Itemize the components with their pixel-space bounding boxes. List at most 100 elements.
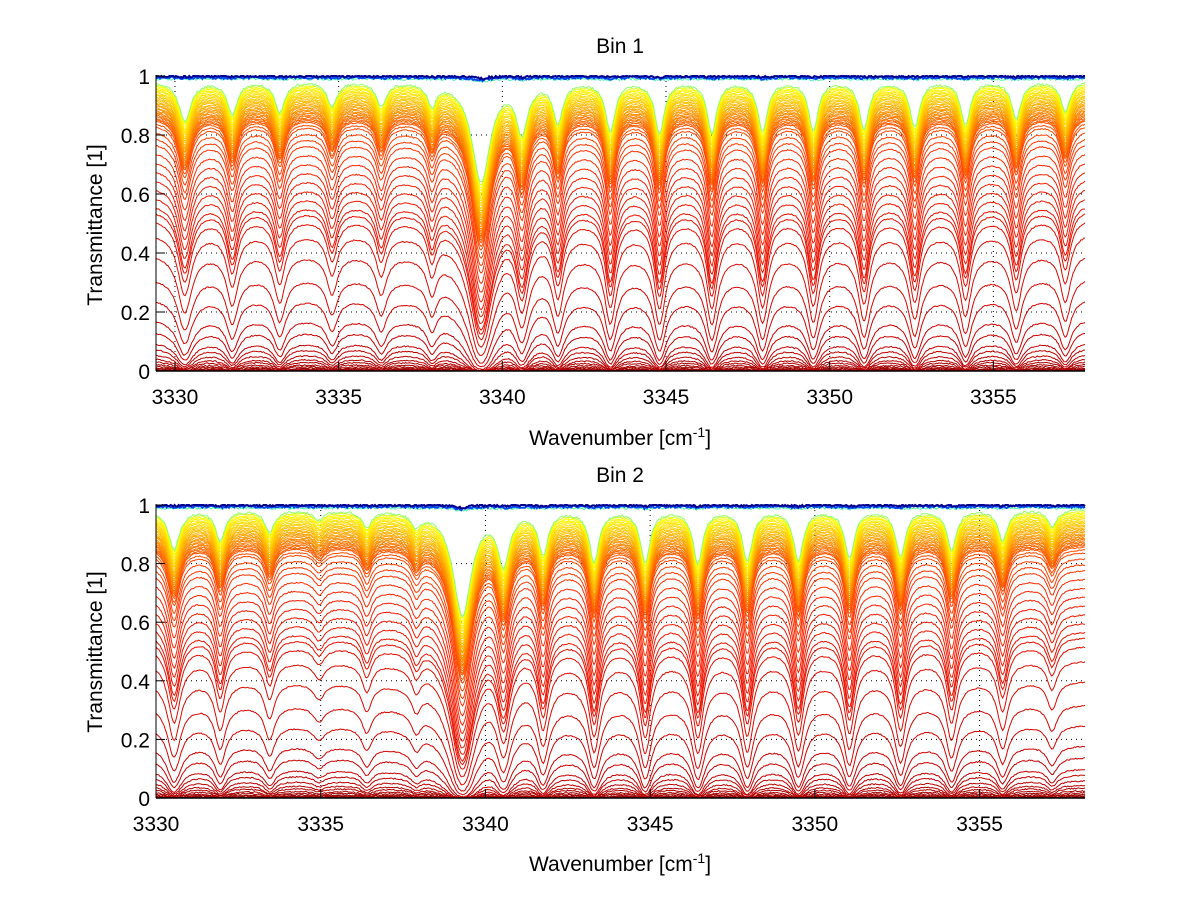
spectrum-line <box>155 111 1086 230</box>
spectrum-line <box>155 534 1086 660</box>
spectrum-line <box>155 513 1086 625</box>
spectrum-line <box>155 704 1086 792</box>
spectrum-line <box>155 518 1086 633</box>
spectrum-line <box>155 637 1086 766</box>
subplot-bin-2: Bin 2 3330 3335 3340 3345 3350 3355 0 0.2 0.4 0.… <box>84 464 1086 876</box>
spectrum-line <box>155 787 1086 799</box>
spectrum-line <box>155 535 1086 662</box>
spectrum-line <box>155 563 1086 700</box>
spectrum-line <box>155 88 1086 195</box>
spectrum-line <box>155 367 1086 372</box>
spectrum-line <box>155 780 1086 799</box>
spectrum-line <box>155 84 1086 187</box>
spectrum-line <box>155 110 1086 228</box>
x-axis-label-suffix: ] <box>705 853 711 876</box>
spectra-series <box>155 503 1086 799</box>
x-tick-label: 3355 <box>956 813 1003 836</box>
spectrum-line <box>155 222 1086 341</box>
y-ticks: 0 0.2 0.4 0.6 0.8 1 <box>121 495 165 811</box>
spectrum-line <box>155 97 1086 210</box>
spectrum-line <box>155 85 1086 189</box>
spectrum-line <box>155 681 1086 786</box>
spectrum-line <box>155 531 1086 654</box>
spectrum-line <box>155 365 1086 372</box>
spectrum-line <box>155 725 1086 796</box>
spectrum-line <box>155 361 1086 372</box>
y-tick-label: 0.6 <box>121 612 150 635</box>
spectrum-line <box>155 543 1086 672</box>
spectrum-line <box>155 105 1086 221</box>
spectrum-line <box>155 623 1086 755</box>
spectra-series <box>155 74 1086 372</box>
spectrum-line <box>155 769 1086 799</box>
spectrum-line <box>155 525 1086 645</box>
spectrum-line <box>155 510 1086 619</box>
spectrum-line <box>155 540 1086 668</box>
spectrum-line <box>155 512 1086 622</box>
spectrum-line <box>156 794 1086 799</box>
spectrum-line <box>155 542 1086 670</box>
spectrum-line <box>155 301 1086 368</box>
spectrum-line <box>155 102 1086 217</box>
spectrum-line <box>155 100 1086 215</box>
spectrum-line <box>155 349 1086 372</box>
spectrum-line <box>155 90 1086 198</box>
x-tick-label: 3335 <box>315 386 362 409</box>
y-axis-label: Transmittance [1] <box>84 571 107 732</box>
x-axis-label: Wavenumber [cm-1] <box>529 424 711 450</box>
chart-title: Bin 1 <box>596 35 644 58</box>
spectrum-line <box>155 517 1086 630</box>
x-tick-label: 3350 <box>792 813 839 836</box>
spectrum-line <box>155 631 1086 763</box>
spectrum-line <box>155 661 1086 778</box>
x-axis-label-text: Wavenumber [cm <box>529 427 693 450</box>
spectrum-line <box>155 524 1086 642</box>
spectrum-line <box>155 95 1086 205</box>
spectrum-line <box>155 614 1086 749</box>
y-tick-label: 1 <box>138 495 150 518</box>
x-tick-label: 3340 <box>479 386 526 409</box>
spectrum-line <box>155 199 1086 324</box>
spectrum-line <box>155 343 1086 372</box>
spectrum-line <box>155 538 1086 666</box>
spectrum-line <box>155 533 1086 657</box>
spectrum-line <box>155 558 1086 692</box>
spectrum-line <box>155 180 1086 311</box>
spectrum-line <box>155 257 1086 357</box>
spectrum-line <box>155 503 1086 510</box>
x-ticks: 3330 3335 3340 3345 3350 3355 <box>152 362 1017 409</box>
spectrum-line <box>155 569 1086 707</box>
spectrum-line <box>155 74 1085 81</box>
spectrum-line <box>155 281 1086 364</box>
spectrum-line <box>155 537 1086 664</box>
spectrum-line <box>155 91 1086 200</box>
x-tick-label: 3335 <box>297 813 344 836</box>
spectrum-line <box>155 237 1085 348</box>
y-tick-label: 0.2 <box>121 729 150 752</box>
y-ticks: 0 0.2 0.4 0.6 0.8 1 <box>121 66 165 384</box>
spectrum-line <box>155 509 1086 618</box>
spectrum-line <box>155 784 1086 799</box>
spectrum-line <box>155 126 1086 251</box>
x-axis-label-superscript: -1 <box>693 424 706 440</box>
x-axis-label-superscript: -1 <box>693 850 706 866</box>
x-tick-label: 3350 <box>806 386 853 409</box>
spectrum-line <box>155 544 1085 675</box>
spectrum-line <box>155 332 1086 372</box>
spectrum-line <box>155 745 1086 798</box>
y-tick-label: 0.2 <box>121 302 150 325</box>
spectrum-line <box>155 549 1086 681</box>
spectrum-line <box>155 163 1086 293</box>
spectrum-line <box>155 113 1086 233</box>
subplot-bin-1: Bin 1 3330 3335 3340 3345 3350 3355 0 0.2 0.4 0.… <box>84 35 1086 450</box>
grid <box>156 76 1085 371</box>
spectrum-line <box>155 106 1086 224</box>
spectrum-line <box>155 587 1086 726</box>
x-tick-label: 3355 <box>970 386 1017 409</box>
spectrum-line <box>155 321 1086 371</box>
spectrum-line <box>155 527 1086 648</box>
spectrum-line <box>155 358 1086 372</box>
spectrum-line <box>155 154 1086 285</box>
spectrum-line <box>155 520 1086 636</box>
